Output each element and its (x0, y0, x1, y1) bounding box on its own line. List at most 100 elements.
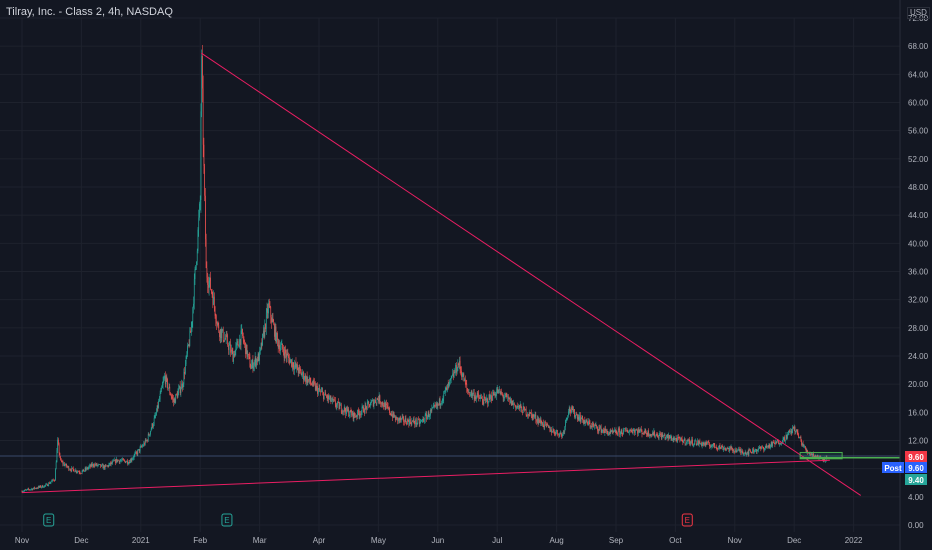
candle-body (147, 440, 148, 441)
candle-body (294, 362, 296, 366)
candle-body (271, 318, 273, 323)
candle-body (742, 452, 744, 455)
candle-body (232, 351, 234, 362)
candle-body (263, 330, 265, 337)
candle-body (712, 444, 713, 446)
candle-body (530, 412, 531, 413)
candle-body (577, 417, 579, 420)
candle-body (620, 430, 622, 432)
candle-body (669, 435, 670, 439)
candle-body (559, 433, 560, 437)
candle-body (461, 376, 463, 378)
candle-body (108, 464, 110, 467)
candle-body (807, 450, 808, 453)
candle-body (43, 487, 44, 488)
candle-body (680, 437, 682, 439)
candle-body (238, 345, 240, 348)
candle-body (412, 420, 413, 422)
candle-body (695, 440, 697, 445)
candle-body (409, 419, 411, 423)
candle-body (190, 327, 192, 333)
candle-body (248, 354, 250, 358)
candle-body (411, 420, 413, 425)
candle-body (726, 448, 727, 450)
candle-body (317, 389, 319, 394)
candle-body (255, 357, 257, 366)
candle-body (483, 396, 485, 405)
candle-body (235, 345, 237, 351)
grid (0, 17, 900, 532)
candle-body (286, 353, 288, 358)
candle-body (415, 419, 416, 425)
candle-body (507, 396, 509, 399)
candle-body (142, 445, 144, 447)
candle-body (130, 459, 131, 463)
candle-body (273, 321, 275, 325)
candle-body (373, 402, 375, 407)
candle-body (640, 429, 642, 431)
candle-body (100, 464, 102, 467)
candle-body (563, 431, 565, 433)
candle-body (95, 463, 97, 466)
candle-body (215, 315, 217, 322)
candle-body (94, 464, 96, 467)
candle-body (69, 469, 70, 471)
x-axis[interactable]: Nov Dec 2021 Feb Mar Apr May Jun Jul Aug Sep Oct Nov… (15, 536, 863, 545)
candle-body (614, 430, 615, 432)
candle-body (349, 414, 350, 417)
candle-body (704, 443, 706, 446)
candle-body (519, 405, 520, 409)
candle-body (374, 399, 376, 403)
x-tick-label: Mar (253, 536, 267, 545)
candle-body (480, 397, 482, 398)
candle-body (37, 486, 39, 489)
trendlines (21, 52, 900, 496)
candle-body (765, 445, 767, 448)
candle-body (793, 427, 795, 429)
candle-body (603, 429, 604, 432)
candle-body (662, 434, 664, 437)
candle-body (603, 431, 605, 433)
candle-body (52, 479, 54, 481)
candle-body (21, 491, 23, 493)
candle-body (318, 388, 320, 390)
candle-body (594, 425, 595, 427)
candle-body (71, 467, 73, 471)
candle-body (784, 439, 786, 441)
price-tag (905, 474, 927, 485)
candle-body (165, 376, 167, 385)
candle-body (708, 442, 710, 445)
candle-body (582, 419, 584, 424)
candle-body (356, 415, 358, 417)
candle-body (92, 463, 94, 466)
candle-body (495, 395, 497, 397)
candle-body (462, 373, 464, 377)
candle-body (521, 407, 523, 413)
candle-body (684, 438, 686, 444)
candle-body (293, 367, 295, 370)
x-tick-label: Feb (193, 536, 207, 545)
candle-body (770, 444, 771, 448)
candle-body (22, 491, 24, 493)
candle-body (134, 453, 136, 456)
candle-body (417, 419, 419, 424)
candle-body (72, 467, 73, 469)
candle-body (26, 489, 27, 491)
candle-body (658, 435, 660, 438)
candle-body (707, 442, 709, 443)
currency-label[interactable]: USD (907, 7, 930, 19)
candle-body (786, 434, 788, 439)
candle-body (200, 111, 202, 201)
candle-body (551, 432, 553, 433)
candle-body (529, 412, 531, 416)
candle-body (179, 385, 181, 393)
candle-body (439, 398, 441, 406)
candle-body (69, 469, 71, 471)
candle-body (343, 410, 344, 412)
candle-body (413, 419, 415, 423)
candle-body (732, 449, 734, 451)
candle-body (394, 416, 396, 418)
candle-body (83, 469, 84, 472)
candle-body (600, 426, 601, 428)
